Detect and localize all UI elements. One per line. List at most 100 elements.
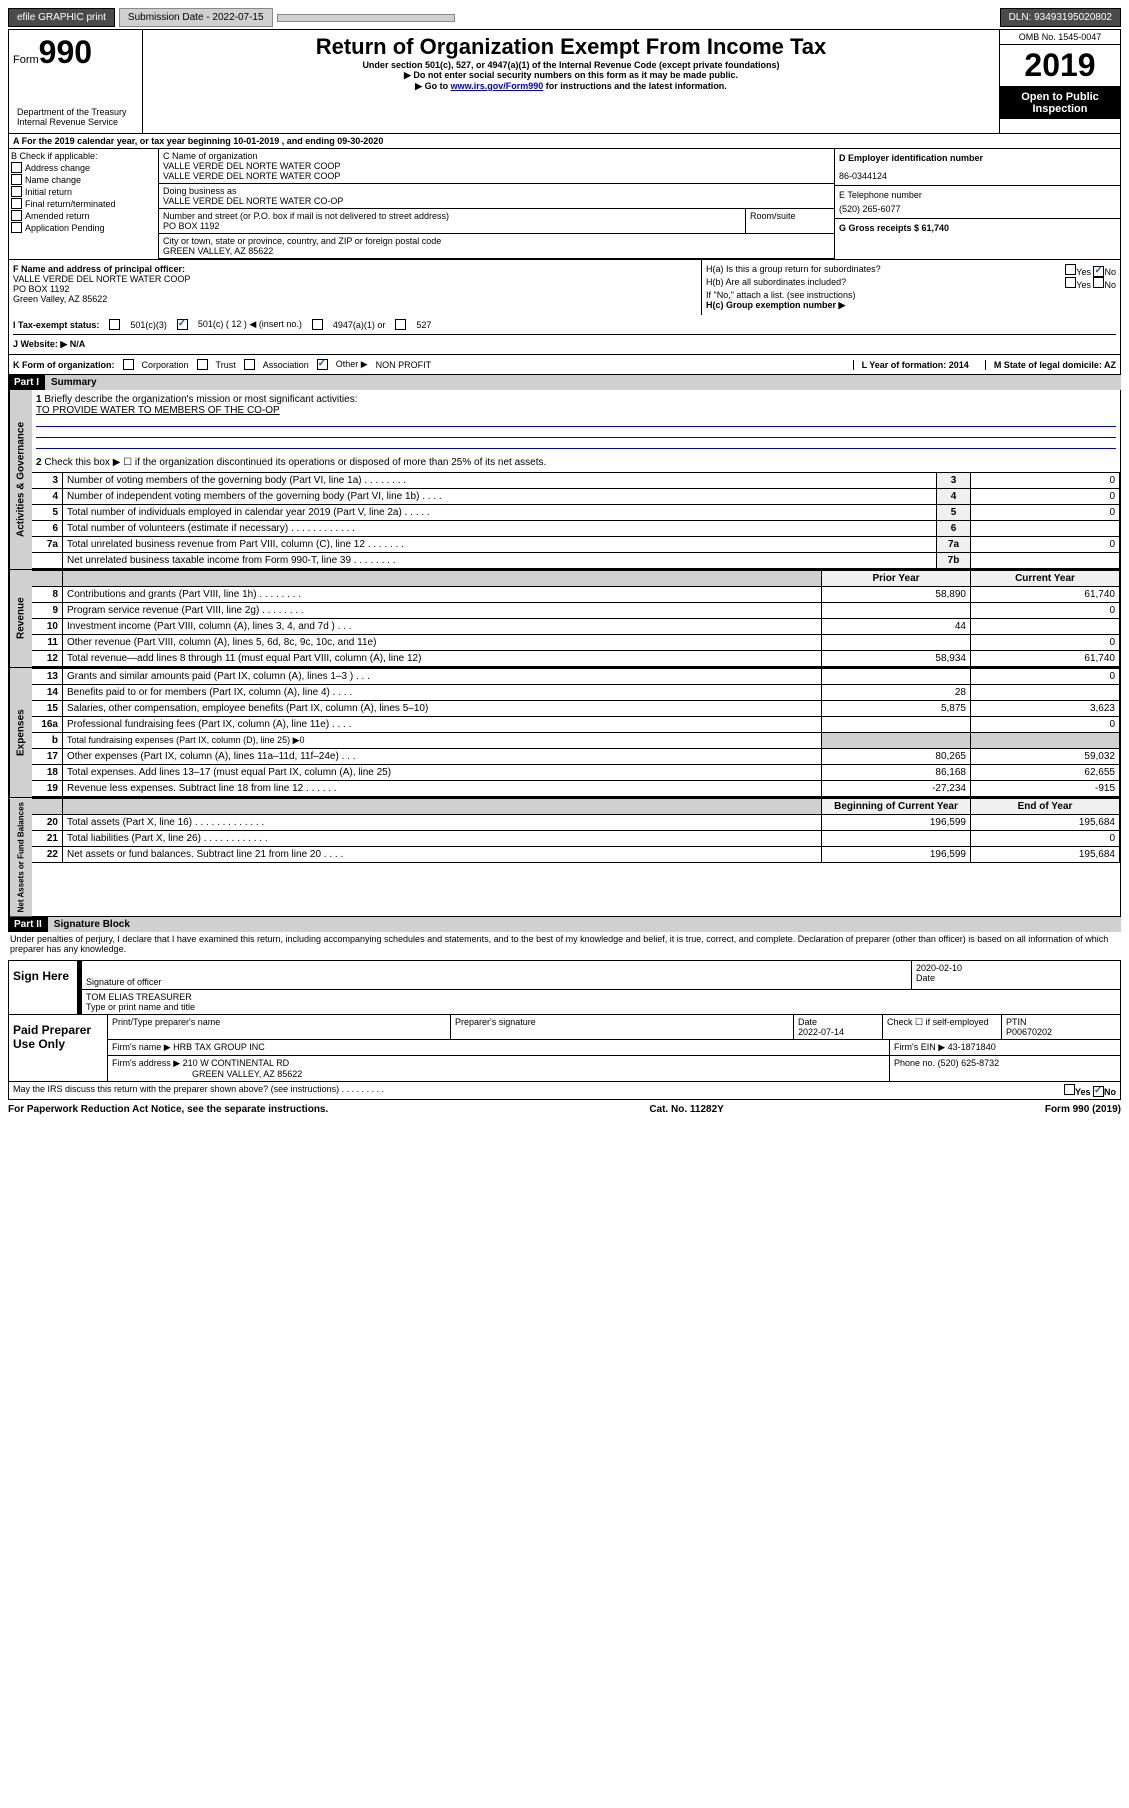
table-row: Net unrelated business taxable income fr…	[32, 553, 1120, 569]
table-row: 11Other revenue (Part VIII, column (A), …	[32, 635, 1120, 651]
chk-trust[interactable]	[197, 359, 208, 370]
submission-date-button[interactable]: Submission Date - 2022-07-15	[119, 8, 273, 27]
chk-address-change[interactable]	[11, 162, 22, 173]
ein-label: D Employer identification number	[839, 153, 1116, 163]
table-row: 3Number of voting members of the governi…	[32, 473, 1120, 489]
form-sub3-pre: ▶ Go to	[415, 81, 450, 91]
sig-date: 2020-02-10	[916, 963, 1116, 973]
form-word: Form	[13, 54, 39, 66]
table-row: 5Total number of individuals employed in…	[32, 505, 1120, 521]
col-b-checkboxes: B Check if applicable: Address change Na…	[9, 149, 159, 259]
chk-other[interactable]	[317, 359, 328, 370]
i-label: I Tax-exempt status:	[13, 320, 99, 330]
footer-left: For Paperwork Reduction Act Notice, see …	[8, 1104, 328, 1115]
firm-phone: (520) 625-8732	[938, 1058, 1000, 1068]
table-row: 21Total liabilities (Part X, line 26) . …	[32, 831, 1120, 847]
sign-here-section: Sign Here Signature of officer 2020-02-1…	[8, 960, 1121, 1015]
chk-assoc[interactable]	[244, 359, 255, 370]
revenue-table: Prior YearCurrent Year8Contributions and…	[32, 570, 1120, 667]
table-row: 15Salaries, other compensation, employee…	[32, 701, 1120, 717]
chk-ha-yes[interactable]	[1065, 264, 1076, 275]
f-addr2: Green Valley, AZ 85622	[13, 294, 697, 304]
org-name-2: VALLE VERDE DEL NORTE WATER COOP	[163, 171, 830, 181]
m-state: M State of legal domicile: AZ	[994, 360, 1116, 370]
f-addr1: PO BOX 1192	[13, 284, 697, 294]
dept-label: Department of the Treasury Internal Reve…	[13, 105, 138, 129]
chk-initial-return[interactable]	[11, 186, 22, 197]
omb-number: OMB No. 1545-0047	[1000, 30, 1120, 45]
vert-governance: Activities & Governance	[9, 390, 32, 569]
efile-button[interactable]: efile GRAPHIC print	[8, 8, 115, 27]
dln-label: DLN: 93493195020802	[1000, 8, 1121, 27]
form-sub1: Under section 501(c), 527, or 4947(a)(1)…	[147, 60, 995, 70]
chk-corp[interactable]	[123, 359, 134, 370]
city-label: City or town, state or province, country…	[163, 236, 830, 246]
footer-mid: Cat. No. 11282Y	[649, 1104, 723, 1115]
chk-501c[interactable]	[177, 319, 188, 330]
j-website: J Website: ▶ N/A	[13, 339, 85, 349]
room-label: Room/suite	[746, 209, 834, 233]
sig-date-label: Date	[916, 973, 1116, 983]
entity-info-grid: B Check if applicable: Address change Na…	[8, 149, 1121, 259]
part1-title: Summary	[45, 375, 1121, 390]
chk-527[interactable]	[395, 319, 406, 330]
chk-hb-no[interactable]	[1093, 277, 1104, 288]
k-label: K Form of organization:	[13, 360, 115, 370]
open-public-label: Open to Public Inspection	[1000, 87, 1120, 119]
table-row: 22Net assets or fund balances. Subtract …	[32, 847, 1120, 863]
footer-right: Form 990 (2019)	[1045, 1104, 1121, 1115]
firm-phone-label: Phone no.	[894, 1058, 935, 1068]
part2-title: Signature Block	[48, 917, 1121, 932]
phone-value: (520) 265-6077	[839, 204, 1116, 214]
line2-label: Check this box ▶ ☐ if the organization d…	[44, 457, 546, 468]
prep-sig-label: Preparer's signature	[451, 1015, 794, 1039]
h-a: H(a) Is this a group return for subordin…	[706, 264, 881, 277]
firm-addr-label: Firm's address ▶	[112, 1058, 180, 1068]
table-row: 13Grants and similar amounts paid (Part …	[32, 669, 1120, 685]
chk-4947[interactable]	[312, 319, 323, 330]
table-row: 18Total expenses. Add lines 13–17 (must …	[32, 765, 1120, 781]
chk-pending[interactable]	[11, 222, 22, 233]
chk-ha-no[interactable]	[1093, 266, 1104, 277]
irs-link[interactable]: www.irs.gov/Form990	[451, 81, 544, 91]
table-row: 10Investment income (Part VIII, column (…	[32, 619, 1120, 635]
name-label: C Name of organization	[163, 151, 830, 161]
chk-amended[interactable]	[11, 210, 22, 221]
h-c: H(c) Group exemption number ▶	[706, 300, 1116, 311]
chk-name-change[interactable]	[11, 174, 22, 185]
tax-year: 2019	[1000, 45, 1120, 87]
sig-name: TOM ELIAS TREASURER	[86, 992, 1116, 1002]
f-name: VALLE VERDE DEL NORTE WATER COOP	[13, 274, 697, 284]
firm-addr1: 210 W CONTINENTAL RD	[183, 1058, 290, 1068]
form-title: Return of Organization Exempt From Incom…	[147, 34, 995, 60]
table-row: 7aTotal unrelated business revenue from …	[32, 537, 1120, 553]
top-bar: efile GRAPHIC print Submission Date - 20…	[8, 8, 1121, 27]
line1-label: Briefly describe the organization's miss…	[44, 394, 357, 405]
chk-final-return[interactable]	[11, 198, 22, 209]
vert-netassets: Net Assets or Fund Balances	[9, 798, 32, 916]
table-row: 6Total number of volunteers (estimate if…	[32, 521, 1120, 537]
line-a: A For the 2019 calendar year, or tax yea…	[8, 134, 1121, 149]
table-row: 8Contributions and grants (Part VIII, li…	[32, 587, 1120, 603]
dba-value: VALLE VERDE DEL NORTE WATER CO-OP	[163, 196, 830, 206]
table-row: 17Other expenses (Part IX, column (A), l…	[32, 749, 1120, 765]
sign-here-label: Sign Here	[9, 961, 77, 1014]
paid-preparer-section: Paid Preparer Use Only Print/Type prepar…	[8, 1015, 1121, 1082]
city-value: GREEN VALLEY, AZ 85622	[163, 246, 830, 256]
part1-header: Part I	[8, 375, 45, 390]
table-row: 19Revenue less expenses. Subtract line 1…	[32, 781, 1120, 797]
chk-hb-yes[interactable]	[1065, 277, 1076, 288]
table-row: 4Number of independent voting members of…	[32, 489, 1120, 505]
table-row: 12Total revenue—add lines 8 through 11 (…	[32, 651, 1120, 667]
prep-name-label: Print/Type preparer's name	[108, 1015, 451, 1039]
prep-date-label: Date	[798, 1017, 817, 1027]
vert-revenue: Revenue	[9, 570, 32, 667]
governance-table: 3Number of voting members of the governi…	[32, 472, 1120, 569]
chk-501c3[interactable]	[109, 319, 120, 330]
chk-discuss-no[interactable]	[1093, 1086, 1104, 1097]
prep-date: 2022-07-14	[798, 1027, 844, 1037]
firm-ein: 43-1871840	[948, 1042, 996, 1052]
netassets-table: Beginning of Current YearEnd of Year20To…	[32, 798, 1120, 863]
chk-discuss-yes[interactable]	[1064, 1084, 1075, 1095]
form-header: Form990 Department of the Treasury Inter…	[8, 29, 1121, 134]
